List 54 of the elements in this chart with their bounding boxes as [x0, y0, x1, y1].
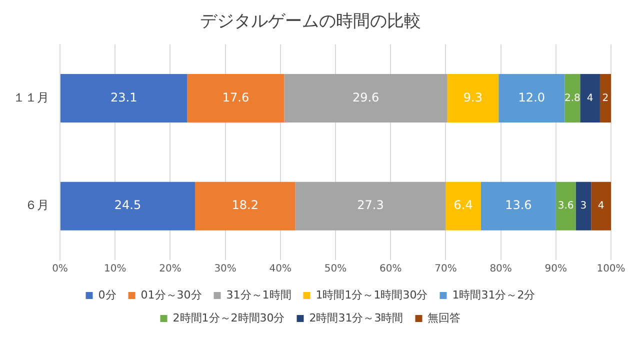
bar	[564, 74, 580, 123]
data-label: 23.1	[110, 90, 138, 104]
x-tick-label: 80%	[490, 264, 512, 275]
x-tick-label: 0%	[52, 264, 68, 275]
bar	[446, 182, 481, 230]
data-label: 9.3	[463, 90, 483, 104]
legend-label: 2時間31分～3時間	[309, 311, 404, 324]
data-label: 12.0	[518, 90, 546, 104]
chart-title: デジタルゲームの時間の比較	[200, 12, 421, 32]
bar	[556, 182, 576, 230]
x-tick-label: 60%	[379, 264, 402, 275]
x-tick-label: 20%	[159, 264, 182, 275]
data-label: 29.6	[352, 90, 380, 104]
data-label: 3.6	[558, 200, 574, 212]
y-tick-label: １１月	[13, 90, 49, 104]
x-tick-label: 30%	[214, 264, 236, 275]
bar	[295, 182, 446, 230]
legend-label: 1時間1分～1時間30分	[316, 288, 428, 302]
bar	[284, 74, 448, 123]
bar	[194, 182, 296, 230]
data-label: 3	[580, 200, 587, 212]
data-label: 18.2	[232, 198, 258, 212]
legend-label: 2時間1分～2時間30分	[172, 311, 285, 324]
data-label: 24.5	[114, 198, 142, 212]
data-label: 13.6	[505, 198, 532, 212]
x-tick-label: 70%	[434, 264, 457, 275]
legend-label: 無回答	[428, 311, 461, 324]
legend-label: 01分～30分	[140, 288, 202, 302]
data-label: 4	[598, 200, 604, 212]
bar	[480, 182, 556, 230]
bar	[498, 74, 565, 123]
data-label: 4	[586, 92, 594, 104]
x-tick-label: 50%	[324, 264, 347, 275]
data-label: 2	[602, 92, 609, 104]
data-label: 27.3	[357, 198, 384, 212]
bar	[580, 74, 600, 123]
bar	[447, 74, 499, 123]
data-label: 6.4	[454, 198, 473, 212]
bar	[187, 74, 284, 123]
legend-label: 1時間31分～2分	[452, 288, 536, 302]
x-tick-label: 100%	[596, 264, 626, 275]
bar	[591, 182, 611, 230]
bar	[60, 74, 188, 123]
bar	[60, 182, 195, 230]
x-tick-label: 10%	[104, 264, 126, 275]
data-label: 2.8	[564, 92, 580, 104]
legend-label: 31分～1時間	[226, 288, 292, 302]
legend-label: 0分	[98, 288, 116, 302]
data-label: 17.6	[222, 90, 250, 104]
y-tick-label: ６月	[25, 198, 49, 212]
x-tick-label: 40%	[269, 264, 292, 275]
bar	[600, 74, 611, 123]
x-tick-label: 90%	[544, 264, 568, 275]
bar	[576, 182, 592, 230]
